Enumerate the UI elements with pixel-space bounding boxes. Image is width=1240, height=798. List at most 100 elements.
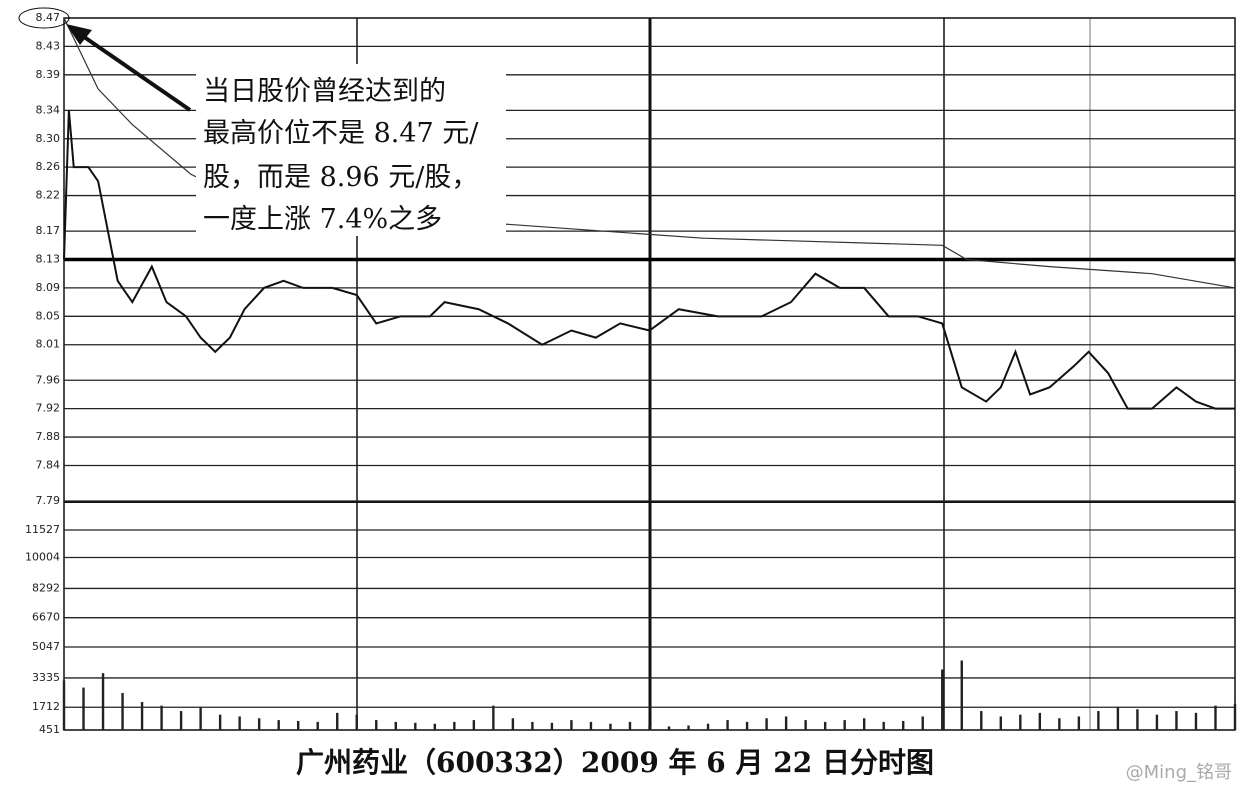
- volume-bar: [921, 716, 924, 730]
- volume-bar: [706, 723, 710, 730]
- volume-bar: [1155, 714, 1159, 730]
- volume-bar: [823, 721, 827, 730]
- y-tick-label: 8.43: [36, 39, 61, 52]
- y-tick-label: 6670: [32, 611, 60, 624]
- y-tick-label: 8.09: [36, 281, 61, 294]
- volume-bar: [1058, 718, 1061, 730]
- volume-bar: [999, 716, 1002, 730]
- volume-bar: [1194, 712, 1198, 730]
- y-tick-label: 451: [39, 723, 60, 736]
- volume-bar: [140, 702, 144, 730]
- volume-bar: [101, 673, 105, 730]
- volume-bar: [238, 716, 241, 730]
- annotation-box: [196, 64, 506, 236]
- y-tick-label: 8292: [32, 581, 60, 594]
- watermark: @Ming_铭哥: [1126, 762, 1232, 783]
- volume-bar: [1077, 716, 1081, 730]
- volume-bar: [726, 720, 729, 730]
- volume-bar: [531, 721, 534, 730]
- annotation: 一度上涨 7.4%之多: [203, 204, 442, 235]
- volume-bar: [609, 723, 612, 730]
- price-line: [63, 17, 1236, 289]
- volume-bar: [492, 705, 495, 730]
- y-tick-label: 3335: [32, 671, 60, 684]
- y-tick-label: 8.22: [36, 189, 61, 202]
- y-tick-label: 8.30: [36, 132, 61, 145]
- y-tick-label: 7.84: [36, 458, 61, 471]
- volume-bar: [1233, 703, 1237, 730]
- volume-bar: [433, 723, 437, 730]
- volume-bar: [414, 722, 417, 730]
- volume-bar: [1136, 709, 1139, 730]
- price-line: [63, 110, 1235, 410]
- volume-bar: [121, 693, 124, 730]
- volume-bar: [745, 721, 749, 730]
- volume-bar: [1019, 714, 1022, 730]
- volume-bar: [1175, 711, 1178, 730]
- volume-bar: [277, 720, 280, 730]
- annotation: 股，而是 8.96 元/股，: [203, 162, 478, 193]
- y-tick-label: 8.39: [36, 68, 61, 81]
- highlight-circle: [18, 7, 70, 29]
- y-tick-label: 8.01: [36, 338, 61, 351]
- volume-bar: [160, 705, 163, 730]
- volume-bar: [316, 721, 319, 730]
- volume-bar: [1038, 712, 1042, 730]
- volume-bar: [941, 669, 944, 730]
- volume-bar: [628, 721, 632, 730]
- y-tick-label: 8.47: [36, 11, 61, 24]
- annotation: 最高价位不是 8.47 元/: [203, 118, 479, 149]
- volume-bar: [667, 726, 671, 730]
- volume-bar: [62, 680, 66, 730]
- volume-bar: [550, 722, 554, 730]
- volume-bar: [784, 716, 788, 730]
- volume-bar: [843, 720, 846, 730]
- volume-bar: [511, 718, 515, 730]
- volume-bar: [902, 720, 905, 730]
- y-tick-label: 5047: [32, 640, 60, 653]
- y-tick-label: 1712: [32, 700, 60, 713]
- volume-bar: [355, 714, 358, 730]
- volume-bar: [1097, 711, 1100, 730]
- y-tick-label: 7.92: [36, 402, 61, 415]
- volume-bar: [375, 720, 378, 730]
- volume-bar: [765, 718, 768, 730]
- volume-bar: [648, 725, 651, 730]
- volume-bar: [687, 725, 690, 730]
- y-tick-label: 8.34: [36, 103, 61, 116]
- volume-bar: [960, 660, 963, 730]
- y-tick-label: 8.17: [36, 224, 61, 237]
- y-tick-label: 7.88: [36, 430, 61, 443]
- volume-bar: [1116, 707, 1120, 730]
- volume-bar: [570, 720, 573, 730]
- volume-bar: [862, 718, 866, 730]
- volume-bar: [804, 720, 807, 730]
- volume-bar: [179, 711, 183, 730]
- y-tick-label: 8.05: [36, 309, 61, 322]
- volume-bar: [882, 721, 885, 730]
- arrow-head: [66, 24, 92, 45]
- annotation: 当日股价曾经达到的: [203, 76, 446, 107]
- y-tick-label: 10004: [25, 551, 60, 564]
- volume-bar: [453, 721, 456, 730]
- volume-bar: [980, 711, 983, 730]
- volume-bar: [394, 721, 397, 730]
- arrow: [72, 28, 192, 112]
- volume-bar: [257, 718, 261, 730]
- labels: 8.47 8.43 8.39 8.34 8.30 8.26 8.22 8.17 8.13 8.09…: [25, 11, 60, 736]
- y-tick-label: 7.96: [36, 373, 61, 386]
- y-tick-label: 11527: [25, 523, 60, 536]
- y-tick-label: 8.13: [36, 253, 61, 266]
- y-tick-label: 8.26: [36, 160, 61, 173]
- volume-bar: [82, 687, 85, 730]
- caption: 广州药业（600332）2009 年 6 月 22 日分时图: [296, 746, 934, 779]
- volume-bar: [1214, 705, 1217, 730]
- volume-bar: [297, 720, 300, 730]
- volume-bar: [218, 714, 222, 730]
- y-tick-label: 7.79: [36, 494, 61, 507]
- volume-bar: [199, 707, 202, 730]
- volume-bar: [589, 721, 593, 730]
- volume-bar: [472, 720, 476, 730]
- volume-bar: [336, 712, 339, 730]
